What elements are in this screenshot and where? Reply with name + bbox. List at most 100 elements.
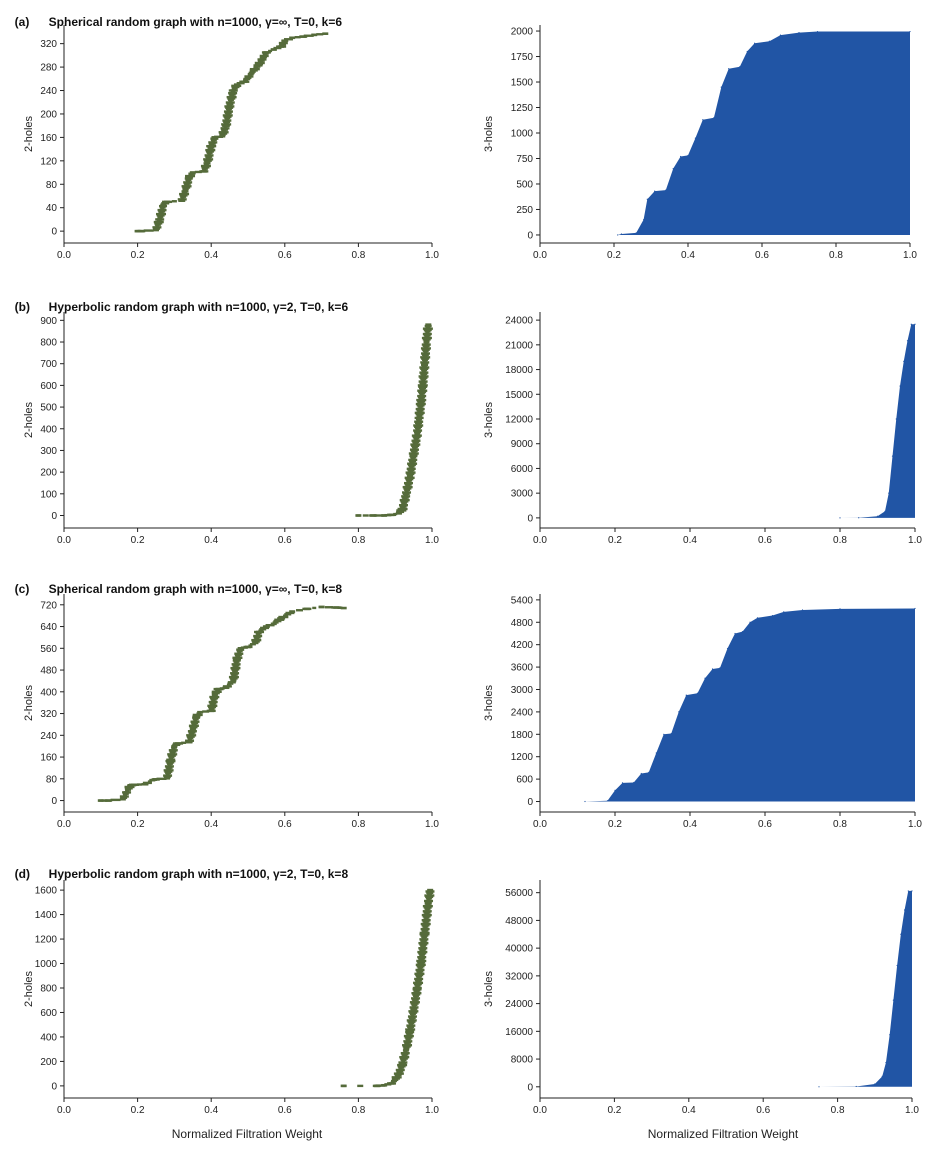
data-point <box>403 1046 410 1050</box>
data-point <box>414 431 421 435</box>
data-point <box>243 79 249 82</box>
y-tick-label: 800 <box>40 984 57 995</box>
data-point <box>278 617 285 620</box>
y-tick-label: 6000 <box>511 464 534 475</box>
data-point <box>227 681 236 684</box>
data-point <box>720 86 722 88</box>
data-point <box>895 418 897 420</box>
y-tick-label: 0 <box>51 227 57 238</box>
data-point <box>268 49 273 53</box>
data-point <box>421 362 428 366</box>
data-point <box>414 972 425 976</box>
data-point <box>249 67 260 71</box>
data-point <box>426 898 431 901</box>
data-point <box>272 621 279 624</box>
data-point <box>425 897 432 900</box>
data-point <box>424 907 431 910</box>
data-point <box>186 740 193 744</box>
data-point <box>687 154 689 157</box>
y-tick-label: 1750 <box>511 52 534 63</box>
y-tick-label: 300 <box>40 446 57 457</box>
data-point <box>127 784 134 787</box>
data-point <box>180 195 187 198</box>
data-point <box>417 410 423 413</box>
data-point <box>207 704 218 708</box>
y-axis-label: 2-holes <box>23 970 35 1007</box>
data-point <box>245 645 251 649</box>
data-point <box>406 1024 416 1027</box>
data-point <box>424 899 434 903</box>
panel-title-c: (c) Spherical random graph with n=1000, γ… <box>8 568 342 596</box>
data-point <box>403 1047 410 1051</box>
data-point <box>419 948 427 951</box>
data-point <box>231 674 237 678</box>
data-point <box>182 188 189 192</box>
data-point <box>399 1062 406 1066</box>
data-point <box>896 964 898 967</box>
data-point <box>316 33 324 36</box>
data-point <box>584 800 586 803</box>
data-point <box>169 757 174 760</box>
data-point <box>404 489 409 493</box>
data-point <box>124 785 135 789</box>
chart-a-3: 0.0 0.2 0.4 0.6 0.8 1.0 0 250 500 750 1000 1250 1500… <box>483 25 917 261</box>
x-tick-label: 0.6 <box>755 250 769 261</box>
data-point <box>422 359 427 363</box>
data-point <box>165 773 170 776</box>
data-point <box>418 958 424 961</box>
data-point <box>191 721 199 725</box>
data-point <box>421 365 427 368</box>
x-tick-label: 0.8 <box>351 819 365 830</box>
data-point <box>303 34 314 37</box>
y-axis-label: 2-holes <box>23 684 35 721</box>
data-point <box>163 774 173 777</box>
data-point <box>418 957 426 960</box>
data-point <box>423 926 428 930</box>
data-point <box>414 438 419 441</box>
x-tick-label: 0.2 <box>131 535 145 546</box>
data-point <box>405 1030 415 1034</box>
data-point <box>142 781 152 785</box>
data-point <box>164 765 174 768</box>
data-point <box>143 229 154 232</box>
data-point <box>779 34 782 36</box>
data-point <box>205 156 211 160</box>
data-point <box>404 1042 410 1046</box>
data-point <box>416 404 425 407</box>
data-point <box>252 641 259 645</box>
data-point <box>289 36 296 40</box>
data-point <box>418 952 427 955</box>
data-point <box>405 1037 412 1040</box>
data-point <box>411 439 421 442</box>
data-point <box>161 202 170 205</box>
data-point <box>410 456 417 459</box>
data-point <box>381 1083 388 1087</box>
data-point <box>421 353 429 356</box>
data-point <box>233 665 239 669</box>
data-point <box>400 1058 407 1062</box>
data-point <box>424 335 430 338</box>
data-point <box>419 949 425 952</box>
y-tick-label: 24000 <box>505 999 533 1010</box>
data-point <box>414 977 424 981</box>
data-point <box>406 1029 413 1033</box>
data-point <box>678 711 680 713</box>
data-point <box>219 133 226 137</box>
data-point <box>413 436 420 440</box>
data-point <box>211 691 220 695</box>
data-point <box>419 954 424 958</box>
data-point <box>259 56 266 60</box>
y-axis-label: 3-holes <box>483 970 495 1007</box>
data-point <box>215 689 221 692</box>
data-point <box>425 890 435 893</box>
data-point <box>418 390 427 394</box>
y-tick-label: 4200 <box>511 640 534 651</box>
y-tick-label: 200 <box>40 109 57 120</box>
data-point <box>405 484 411 488</box>
data-point <box>405 1032 413 1035</box>
data-point <box>756 617 759 619</box>
panel-title-text: Hyperbolic random graph with n=1000, γ=2… <box>48 867 349 881</box>
x-tick-label: 0.8 <box>831 1105 845 1116</box>
data-point <box>411 451 417 454</box>
data-point <box>233 83 240 86</box>
